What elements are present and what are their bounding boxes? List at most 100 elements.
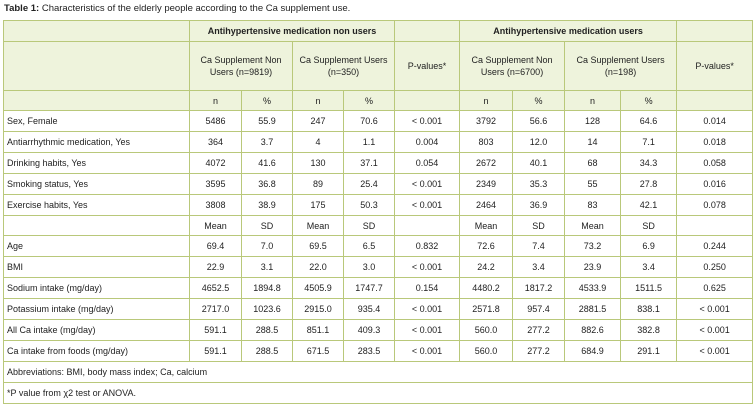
empty-label-cell [3, 90, 190, 111]
stat-header-cell: Mean [189, 215, 242, 236]
value-cell: 671.5 [292, 340, 344, 362]
value-cell: 3.7 [241, 131, 293, 153]
value-cell: 409.3 [342, 319, 396, 341]
value-cell: 70.6 [342, 110, 396, 132]
value-cell: 7.1 [620, 131, 678, 153]
value-cell: 4533.9 [564, 277, 622, 299]
group-med-header: Antihypertensive medication users [459, 20, 678, 42]
value-cell: 38.9 [241, 194, 293, 216]
value-cell: 55.9 [241, 110, 293, 132]
empty-pvalue-cell [676, 90, 754, 111]
stat-header-cell: % [512, 90, 566, 111]
value-cell: 1817.2 [512, 277, 566, 299]
value-cell: 3.4 [620, 256, 678, 278]
value-cell: 838.1 [620, 298, 678, 320]
pvalue-cell: < 0.001 [676, 340, 754, 362]
value-cell: 25.4 [342, 173, 396, 195]
value-cell: 2571.8 [459, 298, 514, 320]
value-cell: 591.1 [189, 340, 242, 362]
empty-corner-cell [3, 41, 190, 91]
value-cell: 3595 [189, 173, 242, 195]
stat-header-cell: Mean [459, 215, 514, 236]
stat-header-cell: n [189, 90, 242, 111]
value-cell: 83 [564, 194, 622, 216]
subheader-nonmed-nonusers: Ca Supplement Non Users (n=9819) [189, 41, 293, 91]
row-label: Antiarrhythmic medication, Yes [3, 131, 190, 153]
value-cell: 89 [292, 173, 344, 195]
row-label: Smoking status, Yes [3, 173, 190, 195]
value-cell: 42.1 [620, 194, 678, 216]
pvalue-cell: 0.154 [394, 277, 461, 299]
value-cell: 37.1 [342, 152, 396, 174]
value-cell: 957.4 [512, 298, 566, 320]
stat-header-cell: Mean [564, 215, 622, 236]
table-caption: Table 1: Characteristics of the elderly … [0, 0, 756, 15]
subheader-row: Ca Supplement Non Users (n=9819) Ca Supp… [3, 41, 754, 91]
stat-header-cell: % [620, 90, 678, 111]
value-cell: 50.3 [342, 194, 396, 216]
pvalue-cell: < 0.001 [676, 298, 754, 320]
value-cell: 277.2 [512, 319, 566, 341]
value-cell: 382.8 [620, 319, 678, 341]
value-cell: 175 [292, 194, 344, 216]
pvalue-cell: 0.244 [676, 235, 754, 257]
value-cell: 4 [292, 131, 344, 153]
subheader-med-users: Ca Supplement Users (n=198) [564, 41, 678, 91]
stat-header-cell: SD [512, 215, 566, 236]
empty-group-cell [394, 20, 461, 42]
value-cell: 247 [292, 110, 344, 132]
pvalue-cell: < 0.001 [394, 194, 461, 216]
row-label: Age [3, 235, 190, 257]
group-nonmed-header: Antihypertensive medication non users [188, 20, 396, 42]
pvalue-cell: < 0.001 [676, 319, 754, 341]
value-cell: 72.6 [459, 235, 514, 257]
row-label: Potassium intake (mg/day) [3, 298, 190, 320]
subheader-nonmed-users: Ca Supplement Users (n=350) [291, 41, 396, 91]
value-cell: 7.4 [512, 235, 566, 257]
group-header-row: Antihypertensive medication non users An… [3, 20, 754, 42]
pvalue-cell: 0.014 [676, 110, 754, 132]
pvalue-cell: < 0.001 [394, 319, 461, 341]
value-cell: 1894.8 [241, 277, 293, 299]
row-label: Sodium intake (mg/day) [3, 277, 190, 299]
value-cell: 24.2 [459, 256, 514, 278]
pvalue-cell: 0.058 [676, 152, 754, 174]
value-cell: 803 [459, 131, 514, 153]
stat-header-cell: n [459, 90, 514, 111]
value-cell: 283.5 [342, 340, 396, 362]
stat-header-cell: n [564, 90, 622, 111]
value-cell: 2881.5 [564, 298, 622, 320]
table-row: Antiarrhythmic medication, Yes 364 3.7 4 1.1… [3, 131, 754, 153]
table-row: Exercise habits, Yes 3808 38.9 175 50.3 < 0.0… [3, 194, 754, 216]
value-cell: 291.1 [620, 340, 678, 362]
value-cell: 55 [564, 173, 622, 195]
stat-header-cell: SD [342, 215, 396, 236]
row-label: Ca intake from foods (mg/day) [3, 340, 190, 362]
pvalue-cell: 0.016 [676, 173, 754, 195]
value-cell: 2672 [459, 152, 514, 174]
stat-header-row: Mean SD Mean SD Mean SD Mean SD [3, 215, 754, 236]
value-cell: 68 [564, 152, 622, 174]
value-cell: 34.3 [620, 152, 678, 174]
empty-label-cell [3, 215, 190, 236]
stat-header-cell: SD [241, 215, 293, 236]
value-cell: 36.9 [512, 194, 566, 216]
table-row: Drinking habits, Yes 4072 41.6 130 37.1 0.054… [3, 152, 754, 174]
subheader-med-pvalues: P-values* [676, 41, 754, 91]
value-cell: 3.4 [512, 256, 566, 278]
pvalue-cell: 0.004 [394, 131, 461, 153]
empty-group-cell [676, 20, 754, 42]
value-cell: 882.6 [564, 319, 622, 341]
table-caption-label: Table 1: [4, 3, 40, 14]
pvalue-cell: < 0.001 [394, 173, 461, 195]
subheader-nonmed-pvalues: P-values* [394, 41, 461, 91]
row-label: BMI [3, 256, 190, 278]
value-cell: 935.4 [342, 298, 396, 320]
pvalue-cell: 0.250 [676, 256, 754, 278]
value-cell: 1511.5 [620, 277, 678, 299]
empty-pvalue-cell [676, 215, 754, 236]
stat-header-row: n % n % n % n % [3, 90, 754, 111]
value-cell: 4505.9 [292, 277, 344, 299]
stat-header-cell: n [292, 90, 344, 111]
pvalue-cell: < 0.001 [394, 298, 461, 320]
